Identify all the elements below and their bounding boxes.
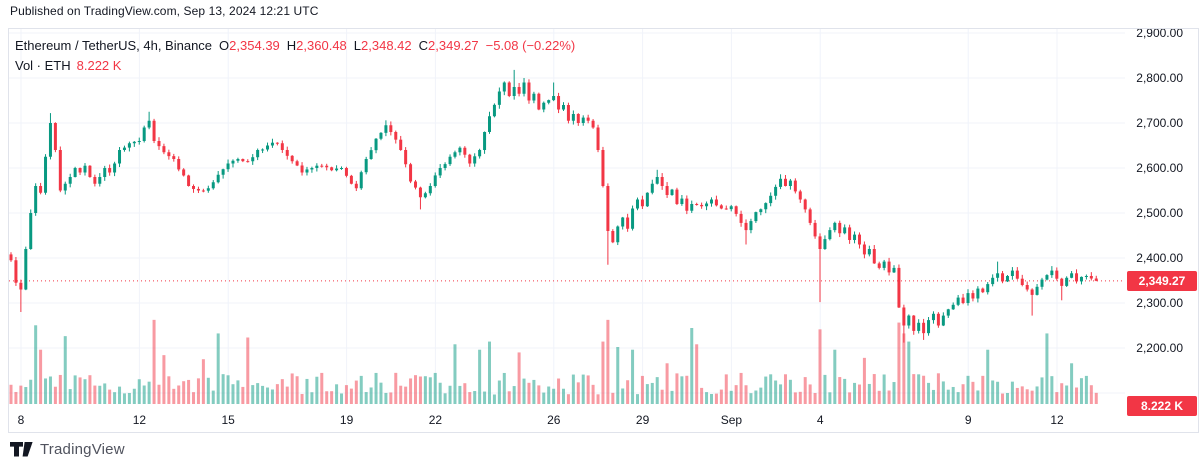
time-axis-label: 19 xyxy=(339,413,354,427)
chart-widget: Ethereum / TetherUS, 4h, Binance O2,354.3… xyxy=(8,28,1199,433)
high-label: H xyxy=(286,38,297,53)
time-axis-label: 26 xyxy=(547,413,561,427)
legend-line-1: Ethereum / TetherUS, 4h, Binance O2,354.3… xyxy=(15,36,575,56)
price-axis-label: 2,700.00 xyxy=(1136,116,1183,130)
price-axis[interactable]: 2,900.00 2,800.00 2,700.00 2,600.00 2,500.00… xyxy=(1118,29,1198,432)
open-value: 2,354.39 xyxy=(229,38,280,53)
price-axis-label: 2,900.00 xyxy=(1136,28,1183,40)
low-label: L xyxy=(353,38,362,53)
volume-badge: 8.222 K xyxy=(1127,396,1197,416)
time-axis-label: 4 xyxy=(816,413,824,427)
candles xyxy=(9,69,1098,343)
time-axis-label: 12 xyxy=(1050,413,1064,427)
last-price-badge: 2,349.27 xyxy=(1127,270,1197,291)
time-axis-label: 12 xyxy=(132,413,147,427)
time-axis-label: 22 xyxy=(428,413,443,427)
time-axis-label: 15 xyxy=(221,413,235,427)
candlestick-chart[interactable] xyxy=(9,29,1198,432)
volume-label: Vol · ETH xyxy=(15,58,71,73)
time-axis-label: 8 xyxy=(17,413,25,427)
price-axis-label: 2,300.00 xyxy=(1136,296,1183,310)
tradingview-brand[interactable]: TradingView xyxy=(40,441,125,458)
published-bar: Published on TradingView.com, Sep 13, 20… xyxy=(10,4,319,18)
time-axis-label: 29 xyxy=(635,413,650,427)
chart-legend: Ethereum / TetherUS, 4h, Binance O2,354.3… xyxy=(15,36,575,76)
price-axis-label: 2,600.00 xyxy=(1136,161,1183,175)
volume-value: 8.222 K xyxy=(76,58,122,73)
open-label: O xyxy=(219,38,230,53)
price-axis-label: 2,500.00 xyxy=(1136,206,1183,220)
tradingview-logo-icon[interactable] xyxy=(10,442,33,457)
grid-lines xyxy=(9,29,1125,404)
change-value: −5.08 (−0.22%) xyxy=(485,38,576,53)
price-axis-label: 2,800.00 xyxy=(1136,71,1183,85)
price-axis-label: 2,200.00 xyxy=(1136,341,1183,355)
time-axis[interactable]: 8 12 15 19 22 26 29 Sep 4 9 12 xyxy=(9,410,1198,432)
legend-line-2: Vol · ETH 8.222 K xyxy=(15,56,575,76)
close-value: 2,349.27 xyxy=(428,38,479,53)
volume-bars xyxy=(9,319,1098,404)
high-value: 2,360.48 xyxy=(296,38,347,53)
price-axis-label: 2,400.00 xyxy=(1136,251,1183,265)
time-axis-label: 9 xyxy=(964,413,972,427)
close-label: C xyxy=(418,38,429,53)
symbol-title: Ethereum / TetherUS, 4h, Binance xyxy=(15,38,213,53)
time-axis-label: Sep xyxy=(720,413,743,427)
low-value: 2,348.42 xyxy=(361,38,412,53)
footer: TradingView xyxy=(10,441,125,458)
